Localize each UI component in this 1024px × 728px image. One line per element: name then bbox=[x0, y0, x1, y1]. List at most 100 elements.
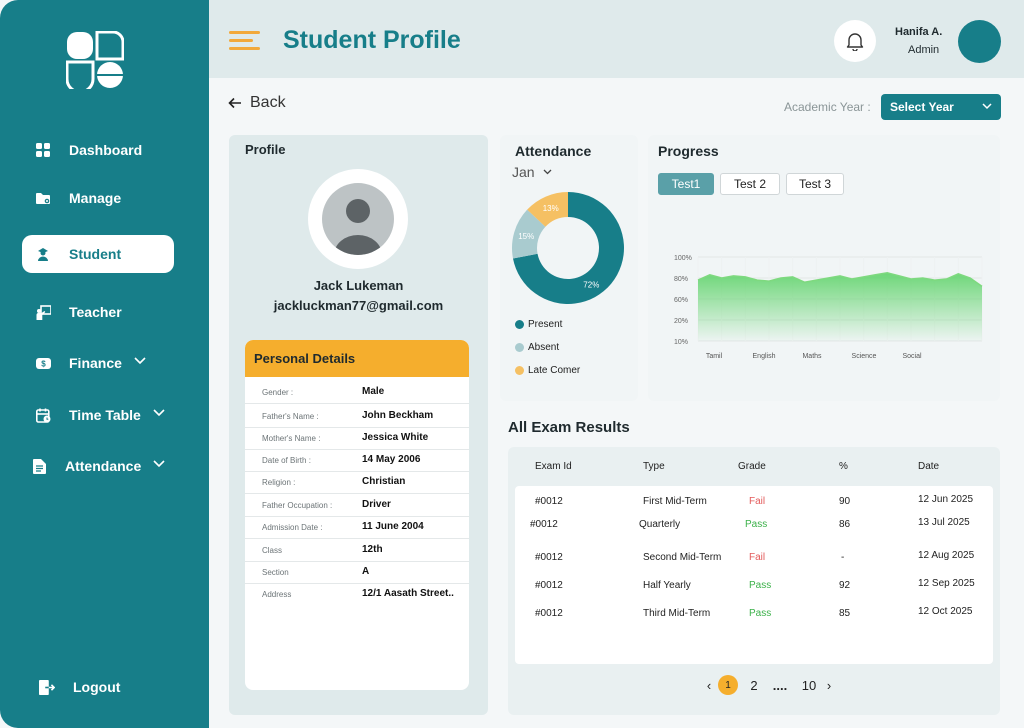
tab-test1[interactable]: Test1 bbox=[658, 173, 714, 195]
progress-area-chart: 100% 80% 60% 20% 10% Tamil English Maths Science… bbox=[674, 255, 983, 360]
exam-percent: 90 bbox=[839, 496, 851, 507]
y-tick-label: 80% bbox=[674, 276, 688, 283]
attendance-title: Attendance bbox=[515, 143, 592, 159]
exam-type: Quarterly bbox=[639, 519, 681, 530]
month-select[interactable]: Jan bbox=[512, 164, 552, 180]
donut-data-label: 72% bbox=[583, 281, 599, 290]
y-tick-label: 20% bbox=[674, 318, 688, 325]
exam-grade: Pass bbox=[749, 608, 772, 619]
calendar-icon bbox=[35, 407, 51, 423]
exam-percent: 92 bbox=[839, 580, 851, 591]
donut-slice-present bbox=[512, 192, 624, 304]
exam-date: 12 Aug 2025 bbox=[918, 550, 975, 561]
sidebar-item-attendance[interactable]: Attendance bbox=[18, 447, 170, 485]
exam-id: #0012 bbox=[535, 608, 563, 619]
exam-grade: Fail bbox=[749, 552, 766, 563]
chevron-down-icon bbox=[543, 169, 552, 175]
detail-key: Religion : bbox=[262, 478, 296, 487]
column-header: % bbox=[839, 461, 848, 472]
pagination-page-2[interactable]: 2 bbox=[750, 677, 758, 693]
logout-label: Logout bbox=[73, 679, 121, 695]
notification-bell-icon[interactable] bbox=[834, 20, 876, 62]
detail-value: Christian bbox=[362, 476, 406, 487]
legend-label: Present bbox=[528, 319, 563, 330]
chevron-down-icon bbox=[982, 103, 992, 110]
exam-results-title: All Exam Results bbox=[508, 419, 630, 436]
exam-id: #0012 bbox=[530, 519, 558, 530]
attendance-card: Attendance Jan 72% 15% 13% Present Absent … bbox=[500, 135, 638, 401]
sidebar-item-finance[interactable]: $ Finance bbox=[22, 344, 174, 382]
exam-id: #0012 bbox=[535, 496, 563, 507]
progress-area bbox=[698, 272, 982, 341]
detail-key: Class bbox=[262, 546, 283, 555]
exam-percent: 85 bbox=[839, 608, 851, 619]
academic-year-select[interactable]: Select Year bbox=[881, 94, 1001, 120]
pagination-next[interactable]: › bbox=[826, 677, 832, 693]
x-tick-label: Maths bbox=[802, 353, 822, 360]
arrow-left-icon bbox=[228, 97, 241, 109]
top-header: Student Profile Hanifa A. Admin bbox=[209, 0, 1024, 78]
detail-value: 12th bbox=[362, 544, 383, 555]
user-avatar[interactable] bbox=[958, 20, 1001, 63]
sidebar-item-label: Teacher bbox=[69, 304, 122, 320]
donut-slice-absent bbox=[512, 209, 546, 259]
teacher-board-icon bbox=[35, 304, 51, 320]
sidebar-item-label: Attendance bbox=[65, 458, 142, 474]
pagination-page-10[interactable]: 10 bbox=[801, 677, 817, 693]
column-header: Exam Id bbox=[535, 461, 572, 472]
exam-type: Half Yearly bbox=[643, 580, 691, 591]
exam-table-body: #0012 First Mid-Term Fail 90 12 Jun 2025… bbox=[515, 486, 993, 664]
grid-icon bbox=[35, 142, 51, 158]
sidebar-item-manage[interactable]: Manage bbox=[22, 179, 174, 217]
user-role: Admin bbox=[908, 44, 940, 56]
document-icon bbox=[31, 458, 47, 474]
progress-title: Progress bbox=[658, 143, 719, 159]
tab-test3[interactable]: Test 3 bbox=[786, 173, 844, 195]
sidebar-item-label: Student bbox=[69, 246, 122, 262]
column-header: Grade bbox=[738, 461, 766, 472]
back-button[interactable]: Back bbox=[228, 94, 286, 112]
school-logo bbox=[66, 31, 124, 89]
exam-type: Third Mid-Term bbox=[643, 608, 711, 619]
detail-value: Driver bbox=[362, 499, 391, 510]
student-avatar bbox=[308, 169, 408, 269]
pagination-prev[interactable]: ‹ bbox=[706, 677, 712, 693]
detail-row: Date of Birth : 14 May 2006 bbox=[245, 450, 469, 472]
detail-key: Father Occupation : bbox=[262, 501, 333, 510]
sidebar-item-student[interactable]: Student bbox=[22, 235, 174, 273]
x-tick-label: Tamil bbox=[706, 353, 723, 360]
legend-label: Absent bbox=[528, 342, 560, 353]
detail-row: Gender : Male bbox=[245, 382, 469, 404]
sidebar-item-label: Time Table bbox=[69, 407, 141, 423]
money-icon: $ bbox=[35, 355, 51, 371]
detail-key: Section bbox=[262, 568, 289, 577]
tab-test2[interactable]: Test 2 bbox=[720, 173, 780, 195]
profile-title: Profile bbox=[245, 142, 286, 157]
detail-value: Male bbox=[362, 386, 385, 397]
sidebar-item-label: Finance bbox=[69, 355, 122, 371]
sidebar-item-label: Manage bbox=[69, 190, 122, 206]
chevron-down-icon bbox=[153, 460, 165, 472]
logout-button[interactable]: Logout bbox=[26, 668, 178, 706]
person-icon bbox=[334, 199, 382, 255]
detail-key: Date of Birth : bbox=[262, 456, 311, 465]
profile-card: Profile Jack Lukeman jackluckman77@gmail… bbox=[229, 135, 488, 715]
detail-key: Father's Name : bbox=[262, 412, 319, 421]
progress-card: Progress Test1 Test 2 Test 3 100% 80% 60% 2… bbox=[648, 135, 1000, 401]
pagination-page-1[interactable]: 1 bbox=[718, 675, 738, 695]
detail-row: Mother's Name : Jessica White bbox=[245, 428, 469, 450]
academic-year-value: Select Year bbox=[890, 100, 954, 114]
sidebar-item-time-table[interactable]: Time Table bbox=[22, 396, 174, 434]
exam-grade: Pass bbox=[749, 580, 772, 591]
sidebar-item-dashboard[interactable]: Dashboard bbox=[22, 131, 174, 169]
attendance-donut-chart: 72% 15% 13% bbox=[512, 192, 624, 304]
svg-text:$: $ bbox=[41, 359, 46, 368]
y-tick-label: 100% bbox=[674, 255, 692, 262]
page-title: Student Profile bbox=[283, 26, 461, 54]
menu-toggle-icon[interactable] bbox=[229, 31, 260, 51]
detail-value: 12/1 Aasath Street.. bbox=[362, 588, 454, 599]
sidebar-item-teacher[interactable]: Teacher bbox=[22, 293, 174, 331]
legend-label: Late Comer bbox=[528, 365, 581, 376]
donut-data-label: 15% bbox=[518, 232, 534, 241]
